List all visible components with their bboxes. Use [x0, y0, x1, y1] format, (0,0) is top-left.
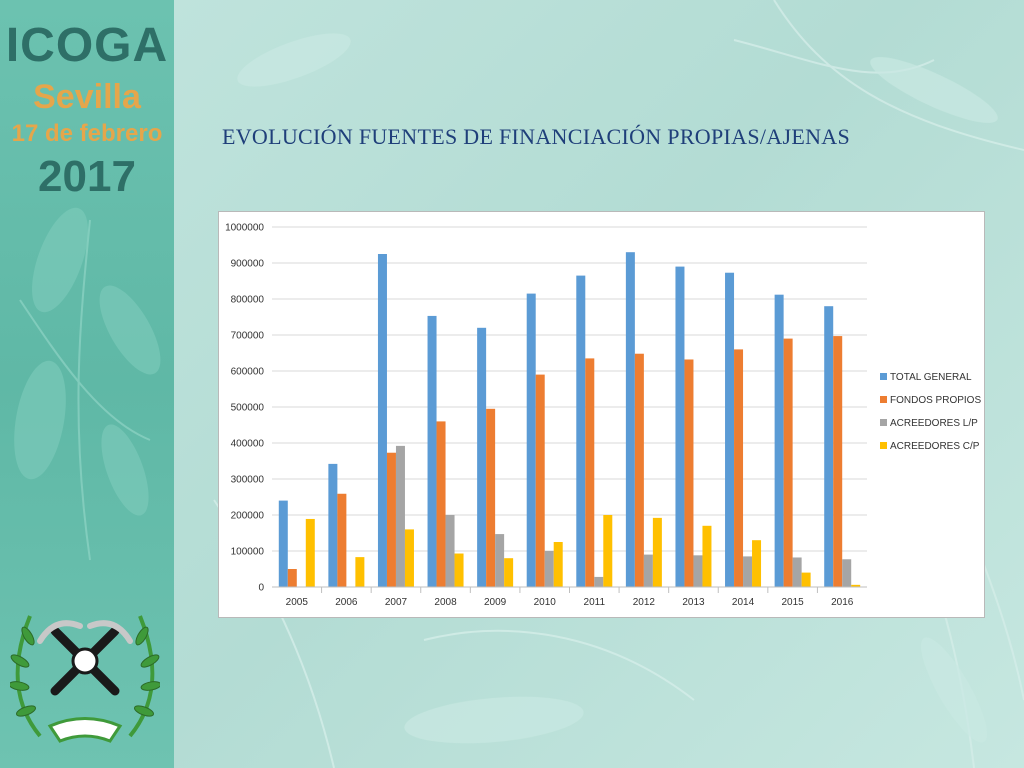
bar-fondos-propios-2013 — [684, 359, 694, 587]
bar-acreedores-c-p-2009 — [504, 558, 514, 587]
x-tick-label: 2012 — [633, 597, 656, 608]
y-tick-label: 200000 — [231, 511, 265, 522]
bar-acreedores-l-p-2010 — [544, 551, 554, 587]
bar-fondos-propios-2009 — [486, 408, 496, 587]
chart-legend: TOTAL GENERAL FONDOS PROPIOS ACREEDORES L/… — [880, 372, 981, 452]
chart-panel: 0 100000 200000 300000 400000 500000 600000 700… — [218, 211, 985, 618]
x-tick-label: 2005 — [286, 597, 309, 608]
bar-total-general-2005 — [278, 500, 288, 587]
legend-label: FONDOS PROPIOS — [890, 395, 981, 406]
bar-total-general-2012 — [625, 252, 635, 587]
bar-acreedores-c-p-2016 — [851, 584, 861, 587]
legend-label: ACREEDORES L/P — [890, 418, 978, 429]
event-city: Sevilla — [33, 78, 141, 116]
chart-bars — [278, 252, 861, 587]
bar-acreedores-l-p-2016 — [842, 559, 852, 587]
bar-total-general-2006 — [328, 463, 338, 587]
bar-total-general-2009 — [477, 327, 487, 587]
bar-acreedores-c-p-2013 — [702, 525, 712, 587]
legend-swatch — [880, 419, 887, 426]
bar-fondos-propios-2016 — [833, 336, 843, 587]
bar-total-general-2010 — [526, 293, 536, 587]
legend-label: ACREEDORES C/P — [890, 441, 980, 452]
bar-acreedores-c-p-2011 — [603, 515, 613, 587]
x-tick-label: 2006 — [335, 597, 358, 608]
bar-total-general-2007 — [377, 254, 387, 587]
bar-acreedores-l-p-2007 — [395, 445, 405, 587]
bar-acreedores-l-p-2009 — [495, 534, 505, 587]
bar-acreedores-l-p-2015 — [792, 557, 802, 587]
y-tick-label: 400000 — [231, 439, 265, 450]
bar-fondos-propios-2008 — [436, 421, 446, 587]
y-tick-label: 600000 — [231, 367, 265, 378]
organization-emblem-icon — [10, 615, 160, 743]
bar-acreedores-c-p-2010 — [553, 542, 563, 587]
bar-fondos-propios-2006 — [337, 493, 347, 587]
legend-swatch — [880, 442, 887, 449]
bar-chart: 0 100000 200000 300000 400000 500000 600000 700… — [225, 223, 981, 609]
sidebar: ICOGA Sevilla 17 de febrero 2017 — [0, 0, 174, 768]
event-date: 17 de febrero — [11, 120, 163, 147]
y-tick-label: 1000000 — [225, 223, 264, 234]
slide-title: EVOLUCIÓN FUENTES DE FINANCIACIÓN PROPIA… — [222, 124, 850, 149]
y-tick-label: 900000 — [231, 259, 265, 270]
y-tick-label: 300000 — [231, 475, 265, 486]
bar-acreedores-l-p-2013 — [693, 555, 703, 587]
x-tick-label: 2013 — [682, 597, 705, 608]
x-tick-label: 2009 — [484, 597, 507, 608]
bar-acreedores-l-p-2008 — [445, 515, 455, 587]
y-tick-label: 700000 — [231, 331, 265, 342]
bar-acreedores-c-p-2015 — [801, 572, 811, 587]
x-tick-label: 2011 — [584, 597, 606, 608]
legend-label: TOTAL GENERAL — [890, 372, 972, 383]
bar-fondos-propios-2011 — [585, 358, 595, 587]
bar-acreedores-c-p-2014 — [752, 540, 762, 587]
bar-total-general-2016 — [824, 306, 834, 587]
org-name: ICOGA — [5, 19, 169, 72]
bar-fondos-propios-2007 — [386, 452, 396, 587]
x-tick-label: 2008 — [434, 597, 457, 608]
x-tick-label: 2016 — [831, 597, 854, 608]
y-tick-label: 100000 — [231, 547, 265, 558]
sidebar-leaf-decoration — [14, 207, 161, 561]
bar-total-general-2013 — [675, 266, 685, 587]
x-tick-label: 2010 — [534, 597, 557, 608]
bar-acreedores-c-p-2012 — [652, 517, 662, 587]
bar-acreedores-l-p-2014 — [743, 556, 753, 587]
bar-acreedores-c-p-2007 — [404, 529, 414, 587]
bar-acreedores-c-p-2008 — [454, 553, 464, 587]
bar-fondos-propios-2014 — [734, 349, 744, 587]
bar-fondos-propios-2005 — [287, 569, 297, 587]
bar-acreedores-c-p-2005 — [305, 518, 315, 587]
legend-swatch — [880, 396, 887, 403]
bar-fondos-propios-2015 — [783, 338, 793, 587]
bar-fondos-propios-2012 — [634, 353, 644, 587]
y-tick-label: 800000 — [231, 295, 265, 306]
bar-acreedores-l-p-2012 — [643, 554, 653, 587]
bar-total-general-2008 — [427, 315, 437, 587]
bar-total-general-2015 — [774, 294, 784, 587]
bar-total-general-2014 — [725, 272, 735, 587]
event-year: 2017 — [38, 152, 136, 201]
x-tick-label: 2014 — [732, 597, 755, 608]
y-tick-label: 0 — [258, 583, 264, 594]
x-tick-label: 2007 — [385, 597, 408, 608]
x-tick-label: 2015 — [782, 597, 805, 608]
bar-fondos-propios-2010 — [535, 374, 545, 587]
bar-acreedores-l-p-2011 — [594, 576, 604, 587]
bar-acreedores-c-p-2006 — [355, 557, 365, 587]
bar-total-general-2011 — [576, 275, 586, 587]
chart-axes: 0 100000 200000 300000 400000 500000 600000 700… — [225, 223, 867, 608]
legend-swatch — [880, 373, 887, 380]
y-tick-label: 500000 — [231, 403, 265, 414]
